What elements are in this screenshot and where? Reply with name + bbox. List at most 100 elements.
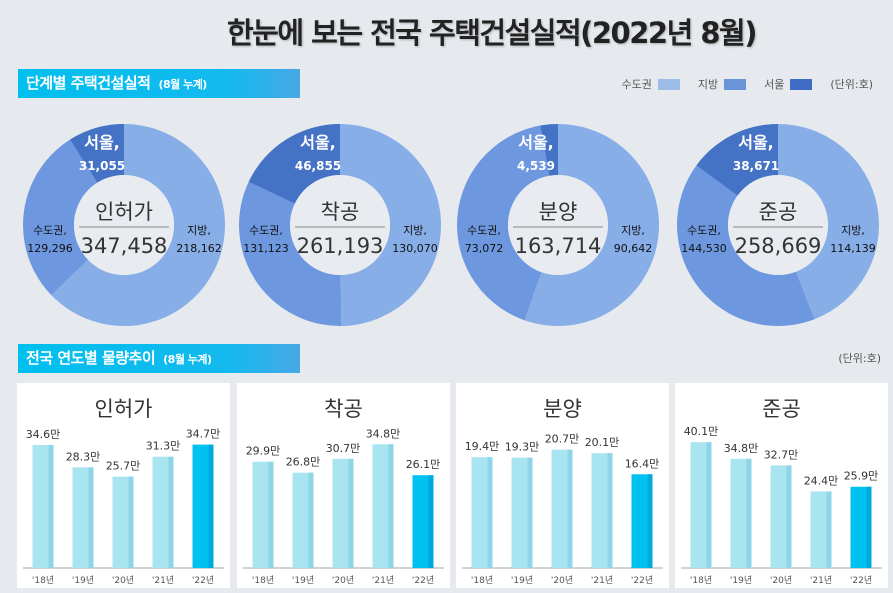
- x-tick-label: '20년: [112, 575, 134, 586]
- bar-panel-start: 착공 29.9만 '18년 26.8만 '19년 30.7만 '20년 34.8만 '21년 26…: [237, 383, 450, 588]
- bar-value-label: 19.3만: [505, 441, 540, 454]
- legend-label-seoul: 서울: [764, 78, 785, 91]
- bar-'20년: [770, 465, 792, 568]
- bar-'19년: [511, 457, 533, 568]
- x-tick-label: '21년: [372, 575, 394, 586]
- bar-'18년: [690, 442, 712, 568]
- x-tick-label: '19년: [72, 575, 94, 586]
- bar-edge: [607, 453, 613, 568]
- panel-title: 인허가: [94, 397, 153, 421]
- donut-2: 분양 163,714 서울, 4,539 수도권, 73,072 지방, 90,642: [457, 124, 659, 326]
- legend-swatch-seoul: [790, 78, 813, 90]
- bar-'22년: [850, 486, 872, 568]
- seoul-label: 서울,: [84, 133, 120, 152]
- bar-value-label: 20.1만: [585, 436, 620, 449]
- bar-'19년: [72, 467, 94, 568]
- section-subtitle: (8월 누계): [158, 78, 207, 91]
- bar-edge: [826, 491, 832, 568]
- donut-slice-seoul: [696, 124, 778, 196]
- panel-title: 준공: [762, 397, 801, 421]
- seoul-value: 46,855: [295, 159, 341, 173]
- legend: 수도권 지방 서울 (단위:호): [621, 76, 873, 92]
- unit-label: (단위:호): [838, 352, 881, 365]
- bar-value-label: 25.7만: [106, 460, 141, 473]
- bar-'21년: [810, 491, 832, 568]
- bar-chart-sale: 19.4만 '18년 19.3만 '19년 20.7만 '20년 20.1만 '21년 16.4…: [462, 433, 663, 586]
- panel-title: 착공: [324, 397, 363, 421]
- legend-label-local: 지방: [697, 78, 719, 91]
- x-tick-label: '19년: [292, 575, 314, 586]
- donut-hole: [508, 175, 608, 275]
- donut-title: 분양: [539, 200, 578, 224]
- bar-edge: [866, 486, 872, 568]
- bar-panel-complete: 준공 40.1만 '18년 34.8만 '19년 32.7만 '20년 24.4만 '21년 25…: [675, 383, 888, 588]
- bar-edge: [647, 474, 653, 568]
- bar-value-label: 34.7만: [186, 428, 221, 441]
- local-value: 90,642: [614, 242, 653, 255]
- x-tick-label: '20년: [551, 575, 573, 586]
- bar-value-label: 28.3만: [66, 450, 101, 463]
- bar-'19년: [292, 472, 314, 568]
- bar-panel-permit: 인허가 34.6만 '18년 28.3만 '19년 25.7만 '20년 31.3만 '21년 3…: [17, 383, 230, 588]
- donut-1: 착공 261,193 서울, 46,855 수도권, 131,123 지방, 130,070: [238, 124, 441, 326]
- capital-label: 수도권,: [467, 224, 501, 237]
- local-label: 지방,: [403, 224, 427, 237]
- bar-'20년: [551, 449, 573, 568]
- local-label: 지방,: [841, 224, 865, 237]
- bar-value-label: 34.8만: [724, 442, 759, 455]
- donut-slice-지방: [51, 124, 225, 326]
- bar-panel-sale: 분양 19.4만 '18년 19.3만 '19년 20.7만 '20년 20.1만 '21년 16…: [456, 383, 669, 588]
- bar-value-label: 30.7만: [326, 442, 361, 455]
- local-label: 지방,: [621, 224, 645, 237]
- bar-chart-start: 29.9만 '18년 26.8만 '19년 30.7만 '20년 34.8만 '21년 26.1…: [243, 427, 444, 586]
- bar-edge: [388, 444, 394, 568]
- x-tick-label: '21년: [810, 575, 832, 586]
- section-subtitle: (8월 누계): [163, 353, 212, 366]
- donut-total: 261,193: [297, 234, 384, 258]
- donut-slice-seoul: [540, 124, 558, 176]
- donut-slice-지방: [524, 124, 659, 326]
- bar-edge: [786, 465, 792, 568]
- bar-edge: [88, 467, 94, 568]
- bar-'21년: [591, 453, 613, 568]
- x-tick-label: '20년: [770, 575, 792, 586]
- panel-title: 분양: [543, 397, 582, 421]
- donut-total: 258,669: [735, 234, 822, 258]
- x-tick-label: '19년: [730, 575, 752, 586]
- section-title: 단계별 주택건설실적: [26, 74, 151, 92]
- donut-hole: [728, 175, 828, 275]
- bar-value-label: 29.9만: [246, 445, 281, 458]
- bar-'22년: [412, 475, 434, 568]
- donut-charts: 인허가 347,458 서울, 31,055 수도권, 129,296 지방, 218,162…: [23, 124, 879, 326]
- bar-value-label: 32.7만: [764, 448, 799, 461]
- bar-value-label: 34.8만: [366, 427, 401, 440]
- capital-value: 144,530: [681, 242, 727, 255]
- seoul-label: 서울,: [300, 133, 336, 152]
- capital-label: 수도권,: [33, 224, 67, 237]
- bar-value-label: 40.1만: [684, 425, 719, 438]
- bar-edge: [208, 444, 214, 568]
- bar-'21년: [152, 456, 174, 568]
- bar-'21년: [372, 444, 394, 568]
- bar-edge: [487, 457, 493, 568]
- donut-0: 인허가 347,458 서울, 31,055 수도권, 129,296 지방, 218,162: [23, 124, 225, 326]
- bar-'18년: [471, 457, 493, 568]
- donut-slice-수도권: [457, 124, 558, 321]
- section-banner-stage: 단계별 주택건설실적 (8월 누계): [18, 69, 300, 98]
- donut-hole: [290, 175, 390, 275]
- donut-title: 인허가: [95, 200, 153, 224]
- x-tick-label: '22년: [631, 575, 653, 586]
- bar-value-label: 34.6만: [26, 428, 61, 441]
- bar-'18년: [32, 444, 54, 568]
- bar-edge: [567, 449, 573, 568]
- x-tick-label: '18년: [690, 575, 712, 586]
- local-value: 130,070: [392, 242, 438, 255]
- x-tick-label: '22년: [192, 575, 214, 586]
- x-tick-label: '18년: [32, 575, 54, 586]
- donut-total: 347,458: [81, 234, 168, 258]
- capital-value: 73,072: [465, 242, 504, 255]
- x-tick-label: '21년: [591, 575, 613, 586]
- bar-edge: [527, 457, 533, 568]
- x-tick-label: '18년: [252, 575, 274, 586]
- bar-edge: [428, 475, 434, 568]
